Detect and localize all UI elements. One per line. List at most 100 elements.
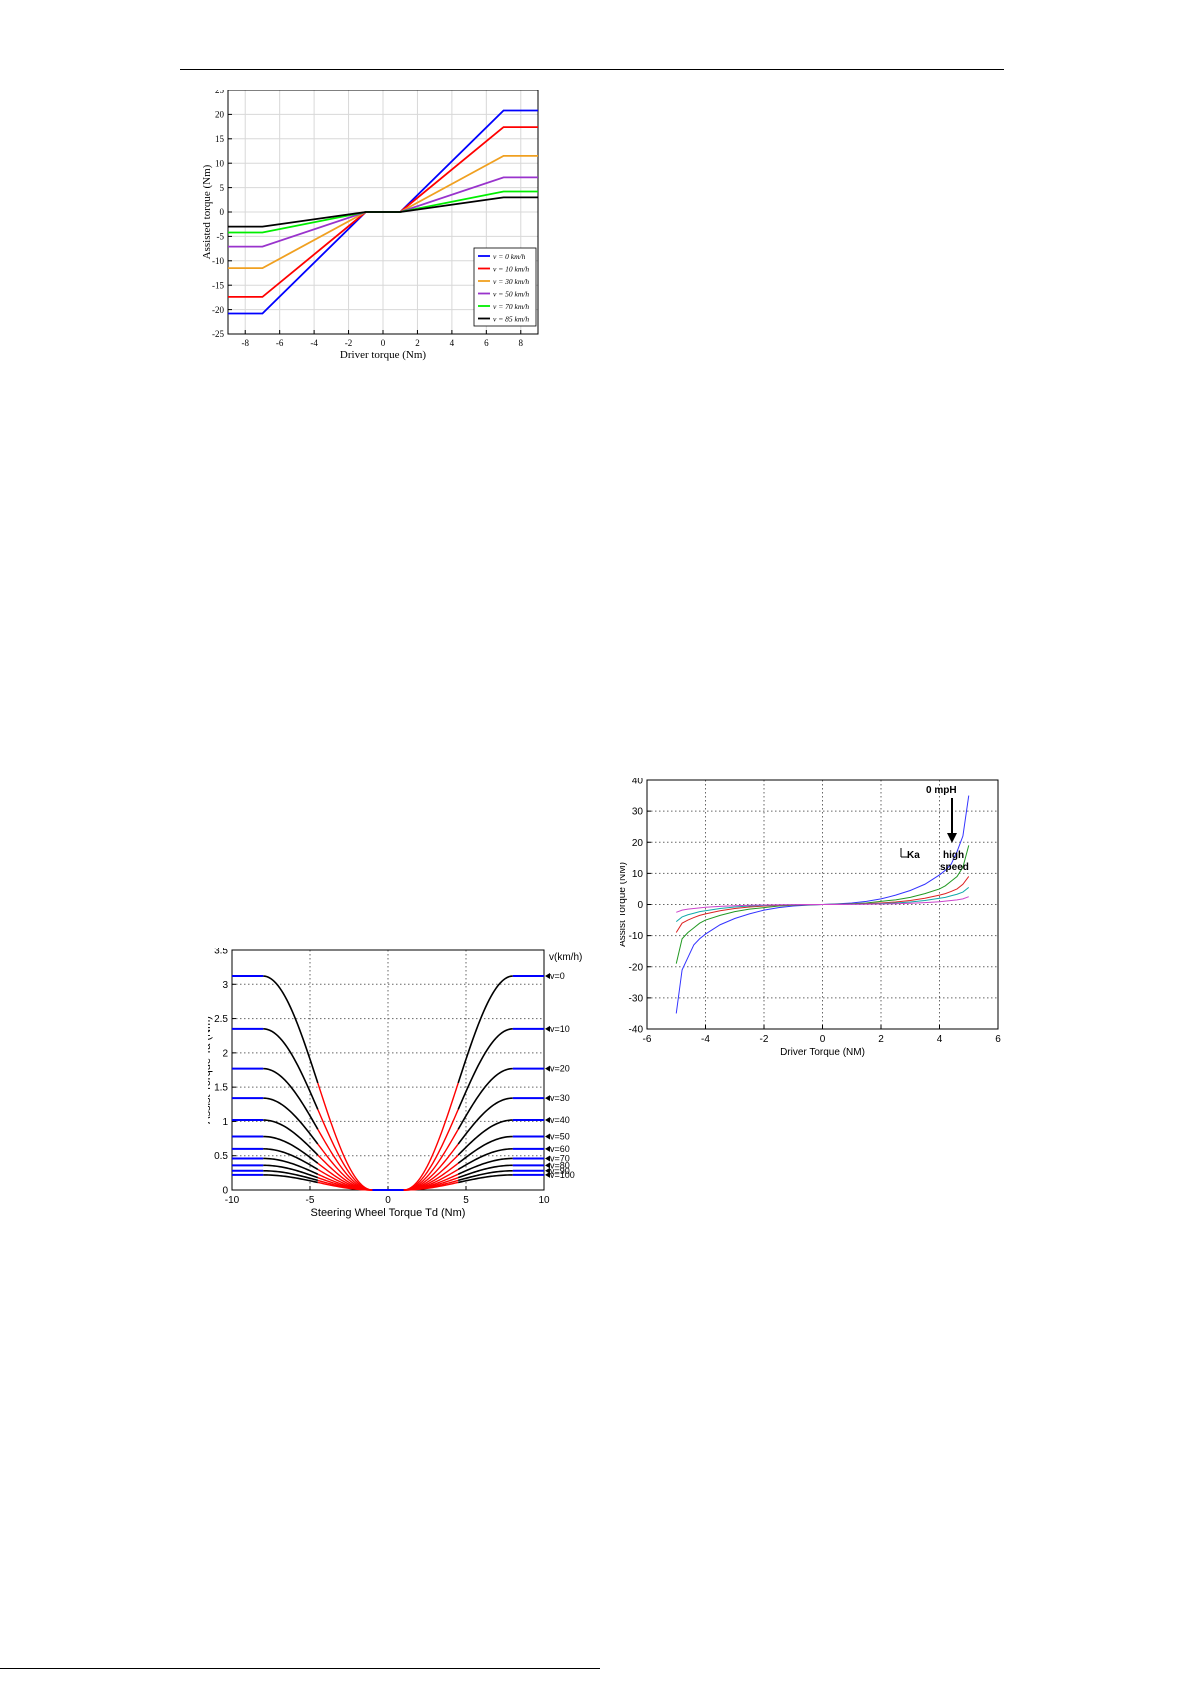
x-tick-label: 5 (463, 1195, 469, 1206)
y-tick-label: 3 (222, 980, 228, 991)
series-black-right (457, 1119, 513, 1156)
x-tick-label: -6 (643, 1034, 652, 1045)
y-axis-label: Assisted torque (Nm) (203, 164, 213, 259)
series-black-left (263, 1097, 319, 1145)
y-tick-label: 40 (632, 778, 644, 787)
chart-assist-torque-nm: -6 -4 -2 0 2 4 6 -40 -30 -20 -10 0 10 20 30 40 Driver To… (617, 776, 1010, 1073)
series-black-right (457, 1028, 513, 1110)
legend-label: v = 10 km/h (493, 265, 529, 274)
series-black-right (458, 1174, 513, 1184)
y-tick-label: -20 (629, 962, 644, 973)
series-black-right (457, 1135, 513, 1164)
y-tick-label: -5 (217, 232, 225, 242)
legend-label: v = 0 km/h (493, 252, 526, 261)
x-tick-label: 0 (381, 338, 386, 348)
series-label: v=10 (550, 1024, 570, 1034)
chart-1-svg: -8 -6 -4 -2 0 2 4 6 8-25-20-15-10-50510152025Dri… (201, 85, 539, 361)
y-tick-label: -10 (212, 256, 224, 266)
legend-label: v = 85 km/h (493, 315, 529, 324)
y-tick-label: 0 (637, 900, 643, 911)
x-axis-label: Driver Torque (NM) (780, 1047, 865, 1058)
x-tick-label: 10 (538, 1195, 550, 1206)
series-black-left (263, 1157, 319, 1175)
y-tick-label: 15 (215, 134, 225, 144)
x-tick-label: -8 (241, 338, 249, 348)
y-tick-label: 1 (222, 1117, 228, 1128)
y-tick-label: 5 (220, 183, 225, 193)
series-line-4 (676, 896, 969, 913)
label-pointer (545, 973, 550, 980)
series-red-left (317, 1082, 373, 1191)
y-tick-label: -40 (629, 1025, 644, 1036)
series-black-left (263, 1067, 319, 1130)
annotation-0mph: 0 mpH (926, 785, 957, 796)
series-black-left (263, 1164, 319, 1179)
label-pointer (545, 1167, 550, 1174)
x-axis-label: Driver torque (Nm) (340, 349, 426, 361)
series-label: v=20 (550, 1064, 570, 1074)
y-tick-label: -15 (212, 280, 224, 290)
y-tick-label: -25 (212, 329, 224, 339)
label-pointer (545, 1145, 550, 1152)
legend-box (473, 247, 537, 327)
series-red-right (403, 1082, 459, 1191)
y-tick-label: 1.5 (214, 1083, 228, 1094)
series-label: v=60 (550, 1144, 570, 1154)
series-black-right (457, 1157, 513, 1175)
label-pointer (545, 1025, 550, 1032)
x-axis-label: Steering Wheel Torque Td (Nm) (311, 1207, 466, 1219)
x-tick-label: 6 (484, 338, 489, 348)
y-tick-label: 2.5 (214, 1014, 228, 1025)
series-red-right (403, 1181, 459, 1191)
y-tick-label: 2 (222, 1048, 228, 1059)
arrow-head (947, 833, 957, 843)
series-label: v=80 (550, 1160, 570, 1170)
series-black-left (263, 1174, 318, 1184)
x-tick-label: -6 (276, 338, 284, 348)
x-tick-label: 4 (450, 338, 455, 348)
y-axis-label: Assist Torque Ta (Nm) (208, 1016, 213, 1124)
y-tick-label: 10 (215, 158, 225, 168)
series-label: v=70 (550, 1153, 570, 1163)
series-black-right (457, 1097, 513, 1145)
series-label: v=100 (550, 1170, 575, 1180)
label-pointer (545, 1162, 550, 1169)
y-tick-label: 20 (215, 110, 225, 120)
label-pointer (545, 1171, 550, 1178)
series-label: v=0 (550, 971, 565, 981)
x-tick-label: 0 (385, 1195, 391, 1206)
x-tick-label: -4 (310, 338, 318, 348)
series-label: v=40 (550, 1115, 570, 1125)
series-black-left (263, 1148, 319, 1171)
y-tick-label: -30 (629, 993, 644, 1004)
x-tick-label: -2 (345, 338, 353, 348)
series-line-5 (228, 196, 538, 228)
y-tick-label: 0 (220, 207, 225, 217)
legend-label: v = 50 km/h (493, 290, 529, 299)
series-black-right (457, 1164, 513, 1179)
series-black-right (457, 1067, 513, 1130)
y-tick-label: -10 (629, 931, 644, 942)
label-pointer (545, 1117, 550, 1124)
series-black-left (263, 1170, 319, 1182)
label-pointer (545, 1133, 550, 1140)
y-tick-label: -20 (212, 305, 224, 315)
series-black-right (457, 1148, 513, 1171)
header-rule (180, 69, 1004, 70)
label-pointer (545, 1155, 550, 1162)
x-tick-label: 2 (878, 1034, 884, 1045)
series-black-left (263, 1119, 319, 1156)
series-label: v=50 (550, 1132, 570, 1142)
y-tick-label: 20 (632, 838, 644, 849)
series-black-left (263, 975, 319, 1084)
x-tick-label: -4 (701, 1034, 710, 1045)
x-tick-label: 4 (937, 1034, 943, 1045)
x-tick-label: -5 (306, 1195, 315, 1206)
series-label: v=30 (550, 1093, 570, 1103)
x-tick-label: 8 (519, 338, 524, 348)
footer-rule (0, 1668, 600, 1669)
y-tick-label: 25 (215, 90, 225, 95)
x-tick-label: -10 (225, 1195, 240, 1206)
annotation-ka: Ka (907, 850, 920, 861)
